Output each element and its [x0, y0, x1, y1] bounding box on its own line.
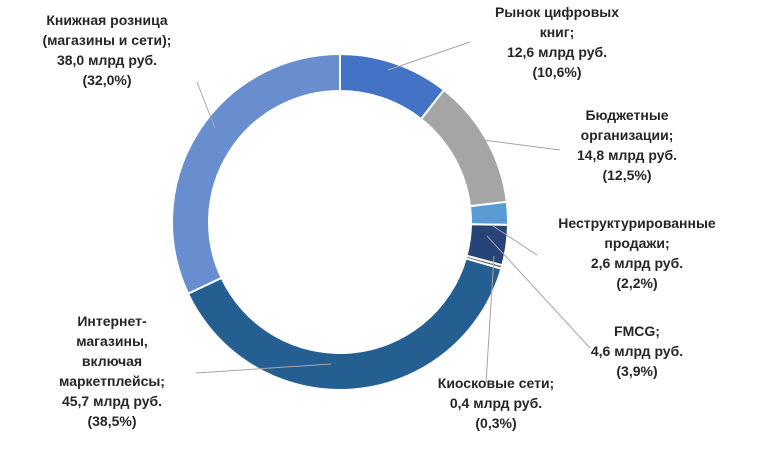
leader-line-5	[485, 255, 495, 384]
data-label-3: Неструктурированные продажи; 2,6 млрд руб.…	[558, 215, 716, 291]
data-label-1-line-1: Рынок цифровых	[495, 4, 619, 20]
donut-slice-3	[468, 200, 509, 226]
data-labels: Рынок цифровых книг; 12,6 млрд руб. (10,6%)…	[43, 4, 716, 431]
donut-slice-7	[171, 52, 341, 295]
data-label-1-line-4: (10,6%)	[532, 64, 581, 80]
leader-line-1	[387, 41, 471, 71]
data-label-4-line-1: FMCG;	[614, 323, 660, 339]
data-label-3-line-3: 2,6 млрд руб.	[591, 255, 683, 271]
data-label-5-line-1: Киосковые сети;	[438, 375, 554, 391]
data-label-6-line-1: Интернет-	[77, 313, 147, 329]
data-label-2: Бюджетные организации; 14,8 млрд руб. (12,5…	[577, 107, 677, 183]
data-label-3-line-4: (2,2%)	[616, 275, 657, 291]
leader-lines	[195, 41, 591, 384]
data-label-2-line-2: организации;	[581, 127, 674, 143]
data-label-2-line-1: Бюджетные	[585, 107, 668, 123]
data-label-4-line-3: (3,9%)	[616, 363, 657, 379]
leader-line-6	[195, 363, 332, 374]
data-label-5-line-2: 0,4 млрд руб.	[450, 395, 542, 411]
data-label-2-line-3: 14,8 млрд руб.	[577, 147, 677, 163]
data-label-4-line-2: 4,6 млрд руб.	[591, 343, 683, 359]
data-label-6-line-2: магазины,	[76, 333, 148, 349]
data-label-3-line-1: Неструктурированные	[558, 215, 716, 231]
data-label-7-line-1: Книжная розница	[46, 12, 168, 28]
leader-line-3	[492, 225, 538, 256]
data-label-1-line-2: книг;	[540, 24, 575, 40]
data-label-7-line-3: 38,0 млрд руб.	[57, 52, 157, 68]
data-label-1: Рынок цифровых книг; 12,6 млрд руб. (10,6%)	[495, 4, 619, 80]
data-label-1-line-3: 12,6 млрд руб.	[507, 44, 607, 60]
data-label-6-line-6: (38,5%)	[87, 413, 136, 429]
data-label-6-line-4: маркетплейсы;	[59, 373, 165, 389]
data-label-4: FMCG; 4,6 млрд руб. (3,9%)	[591, 323, 683, 379]
donut-slice-2	[419, 88, 508, 208]
data-label-6-line-5: 45,7 млрд руб.	[62, 393, 162, 409]
data-label-3-line-2: продажи;	[604, 235, 669, 251]
donut-slices	[171, 52, 509, 391]
data-label-6-line-3: включая	[82, 353, 142, 369]
data-label-5-line-3: (0,3%)	[475, 415, 516, 431]
data-label-7-line-2: (магазины и сети);	[43, 32, 172, 48]
leader-line-4	[486, 235, 591, 349]
data-label-5: Киосковые сети; 0,4 млрд руб. (0,3%)	[438, 375, 554, 431]
leader-line-7	[196, 81, 216, 129]
data-label-2-line-4: (12,5%)	[602, 167, 651, 183]
data-label-7-line-4: (32,0%)	[82, 72, 131, 88]
data-label-6: Интернет-магазины, включая маркетплейсы; 45…	[59, 313, 165, 429]
leader-line-2	[482, 139, 561, 151]
data-label-7: Книжная розница (магазины и сети); 38,0 мл…	[43, 12, 172, 88]
